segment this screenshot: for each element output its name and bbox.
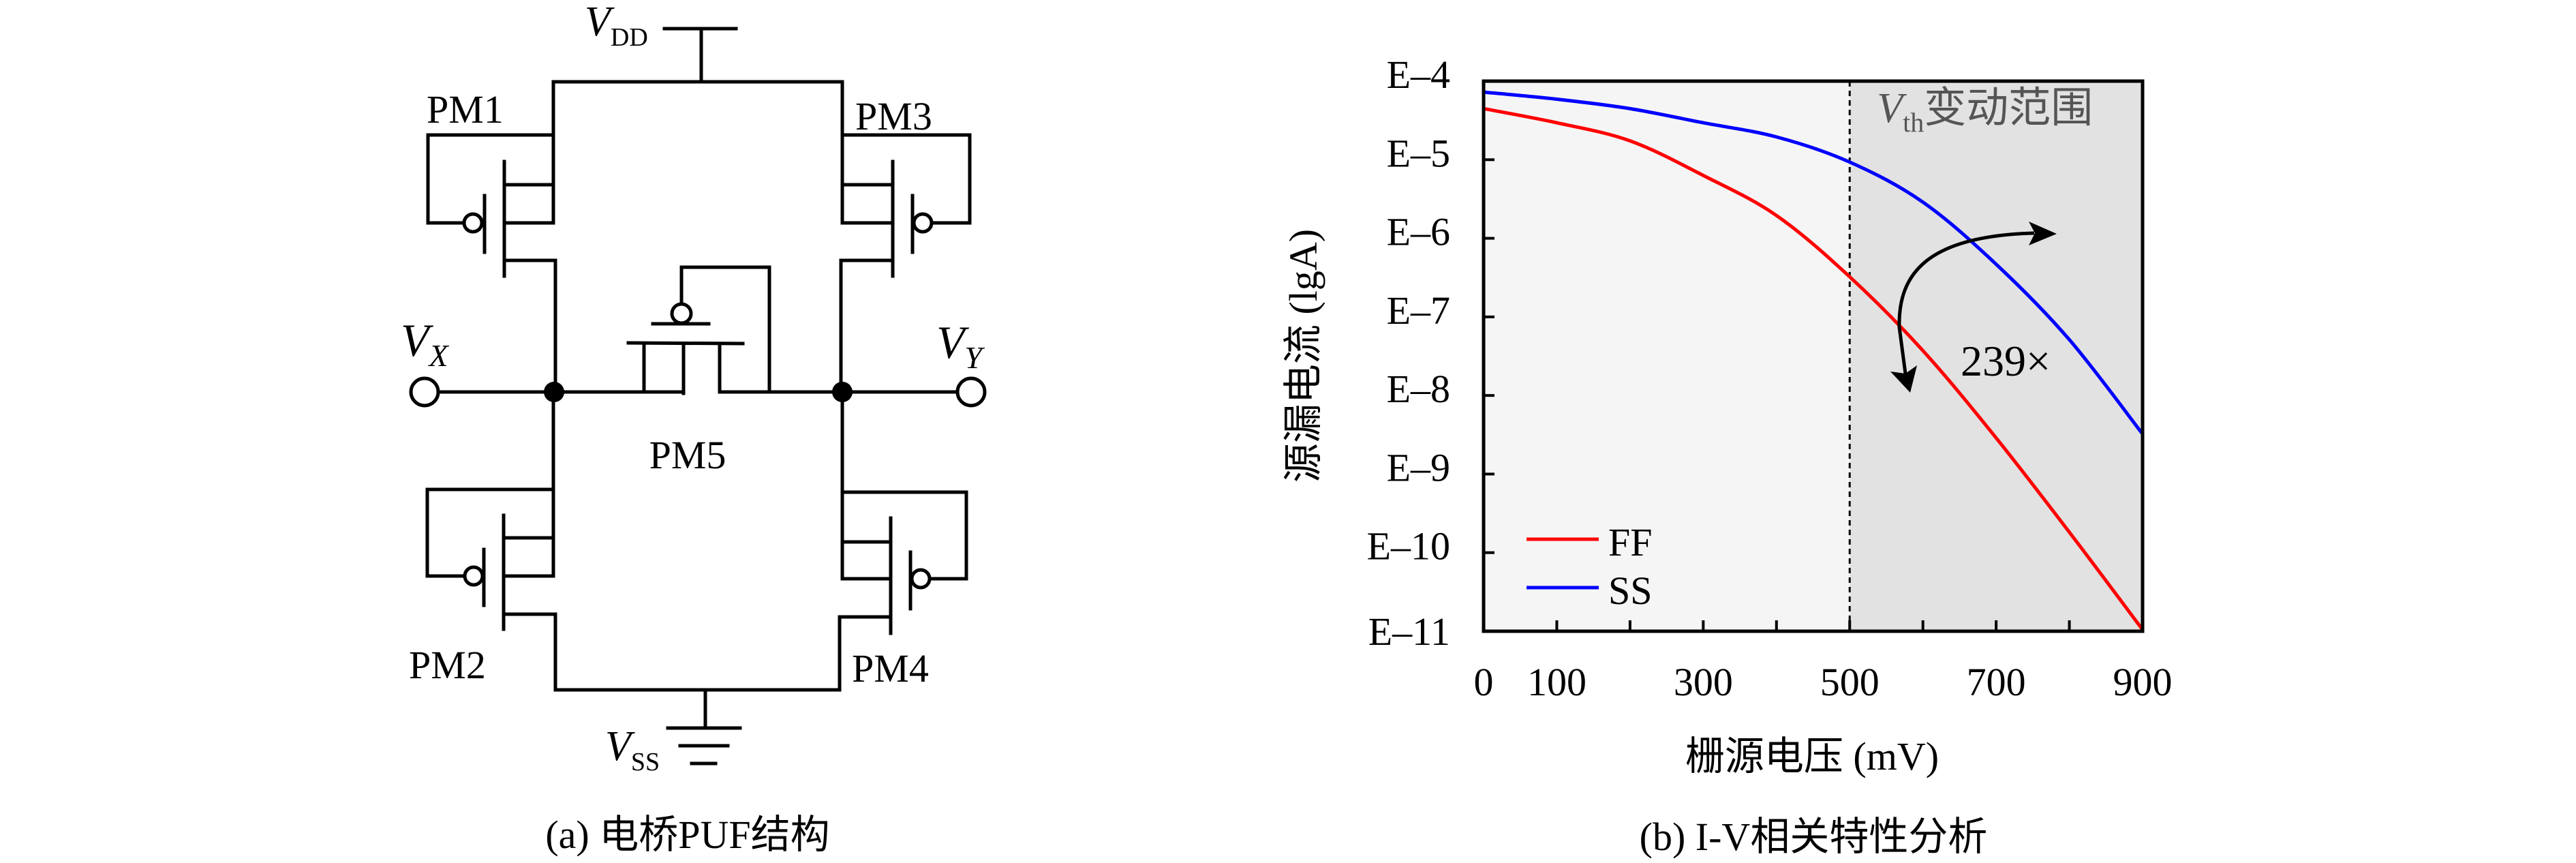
- pm5-label: PM5: [649, 433, 726, 477]
- pm4-label: PM4: [852, 646, 929, 691]
- pm1-label: PM1: [427, 87, 504, 132]
- vy-terminal: [832, 376, 987, 408]
- vth-region-label: Vth变动范围: [1877, 85, 2093, 138]
- bridge-puf-circuit: VDD PM1 PM3: [401, 0, 987, 857]
- y-tick-label: E–9: [1387, 445, 1450, 489]
- y-tick-label: E–7: [1387, 288, 1450, 333]
- vdd-symbol: [662, 27, 738, 84]
- x-tick-label: 100: [1527, 660, 1586, 704]
- x-tick-label: 500: [1820, 660, 1880, 704]
- plot-frame: [1482, 79, 2145, 633]
- transistor-pm1: [426, 133, 557, 394]
- y-tick-label: E–10: [1367, 524, 1450, 569]
- x-tick-label: 700: [1967, 660, 2026, 704]
- ratio-annotation: 239×: [1961, 337, 2051, 385]
- iv-chart: E–4 E–5 E–6 E–7 E–8 E–9 E–10 E–11 0 100 300 500 700 9…: [1281, 52, 2173, 859]
- top-rail: [551, 80, 844, 137]
- vdd-label: VDD: [585, 0, 648, 52]
- legend-ff-label: FF: [1608, 520, 1653, 564]
- x-tick-label: 900: [2113, 660, 2173, 704]
- vx-terminal: [409, 376, 564, 408]
- legend-ss-label: SS: [1608, 569, 1653, 613]
- transistor-pm4: [838, 490, 968, 692]
- arrowhead-down-icon: [1890, 365, 1917, 393]
- vx-label: VX: [401, 314, 450, 373]
- x-tick-label: 300: [1674, 660, 1733, 704]
- x-axis-label: 栅源电压 (mV): [1685, 734, 1939, 778]
- y-tick-label: E–8: [1387, 367, 1450, 411]
- caption-b: (b) I-V相关特性分析: [1640, 815, 1988, 859]
- transistor-pm3: [839, 133, 972, 394]
- caption-a: (a) 电桥PUF结构: [545, 813, 829, 857]
- transistor-pm2: [425, 487, 557, 692]
- y-tick-label: E–11: [1368, 609, 1450, 654]
- vy-label: VY: [936, 316, 985, 375]
- y-axis-label: 源漏电流 (lgA): [1281, 229, 1325, 483]
- pm3-label: PM3: [855, 94, 932, 138]
- pm2-label: PM2: [409, 643, 486, 687]
- ticks-layer: E–4 E–5 E–6 E–7 E–8 E–9 E–10 E–11 0 100 300 500 700 9…: [1367, 52, 2173, 704]
- ratio-arrow: [1890, 222, 2057, 393]
- y-tick-label: E–5: [1387, 131, 1450, 175]
- vss-label: VSS: [605, 723, 660, 776]
- series-ff-line: [1483, 106, 2144, 631]
- x-tick-label: 0: [1474, 660, 1494, 704]
- y-tick-label: E–6: [1387, 210, 1450, 254]
- arrowhead-right-icon: [2029, 222, 2057, 245]
- vth-shaded-region: [1850, 81, 2143, 631]
- y-tick-label: E–4: [1387, 52, 1450, 97]
- series-ss-line: [1483, 90, 2144, 436]
- legend: FF SS: [1527, 520, 1653, 613]
- series-layer: [1483, 90, 2144, 631]
- ground-symbol: [666, 688, 742, 766]
- transistor-pm5: [551, 265, 844, 395]
